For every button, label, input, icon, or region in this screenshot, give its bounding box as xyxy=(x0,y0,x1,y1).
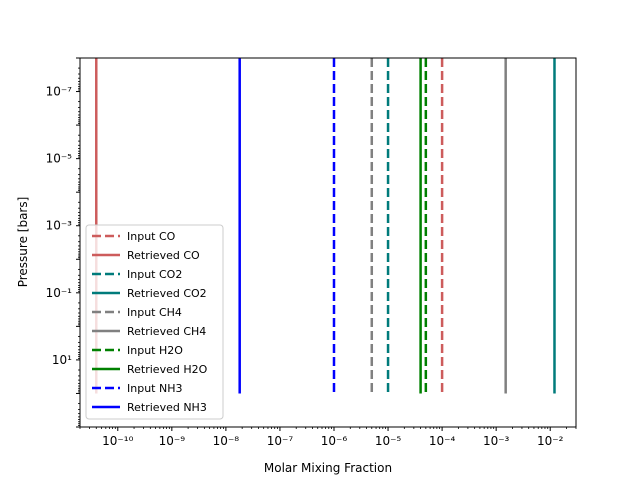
x-axis-label: Molar Mixing Fraction xyxy=(264,461,392,475)
plot-frame xyxy=(79,57,577,428)
legend-label-5: Retrieved CH4 xyxy=(127,325,206,338)
y-tick-label: 10⁻³ xyxy=(46,219,73,233)
x-tick-label: 10⁻⁸ xyxy=(213,434,240,448)
y-tick-label: 10⁻⁷ xyxy=(46,85,73,99)
y-tick-label: 10¹ xyxy=(52,353,72,367)
legend-label-8: Input NH3 xyxy=(127,382,182,395)
x-tick-label: 10⁻⁷ xyxy=(267,434,294,448)
x-tick-label: 10⁻³ xyxy=(483,434,510,448)
x-tick-label: 10⁻¹⁰ xyxy=(102,434,133,448)
y-axis-ticks: 10⁻⁷ 10⁻⁵ 10⁻³ 10⁻¹ 10¹ xyxy=(46,57,80,428)
x-tick-label: 10⁻⁹ xyxy=(159,434,186,448)
y-axis-label: Pressure [bars] xyxy=(16,197,30,288)
legend-label-7: Retrieved H2O xyxy=(127,363,208,376)
legend-box xyxy=(85,224,224,420)
y-tick-label: 10⁻⁵ xyxy=(46,152,73,166)
x-tick-label: 10⁻⁶ xyxy=(321,434,348,448)
x-tick-label: 10⁻⁵ xyxy=(375,434,402,448)
legend-label-1: Retrieved CO xyxy=(127,249,200,262)
legend-label-3: Retrieved CO2 xyxy=(127,287,207,300)
y-tick-label: 10⁻¹ xyxy=(46,286,73,300)
legend-label-4: Input CH4 xyxy=(127,306,182,319)
legend: Input CO Retrieved CO Input CO2 Retrieved C… xyxy=(85,224,224,420)
legend-label-0: Input CO xyxy=(127,230,176,243)
x-axis-ticks: 10⁻¹⁰ 10⁻⁹ 10⁻⁸ 10⁻⁷ 10⁻⁶ 10⁻⁵ 10⁻⁴ 10⁻³ 10⁻² xyxy=(79,427,577,448)
legend-label-2: Input CO2 xyxy=(127,268,182,281)
legend-label-6: Input H2O xyxy=(127,344,183,357)
x-tick-label: 10⁻² xyxy=(537,434,564,448)
x-tick-label: 10⁻⁴ xyxy=(429,434,456,448)
legend-label-9: Retrieved NH3 xyxy=(127,401,207,414)
